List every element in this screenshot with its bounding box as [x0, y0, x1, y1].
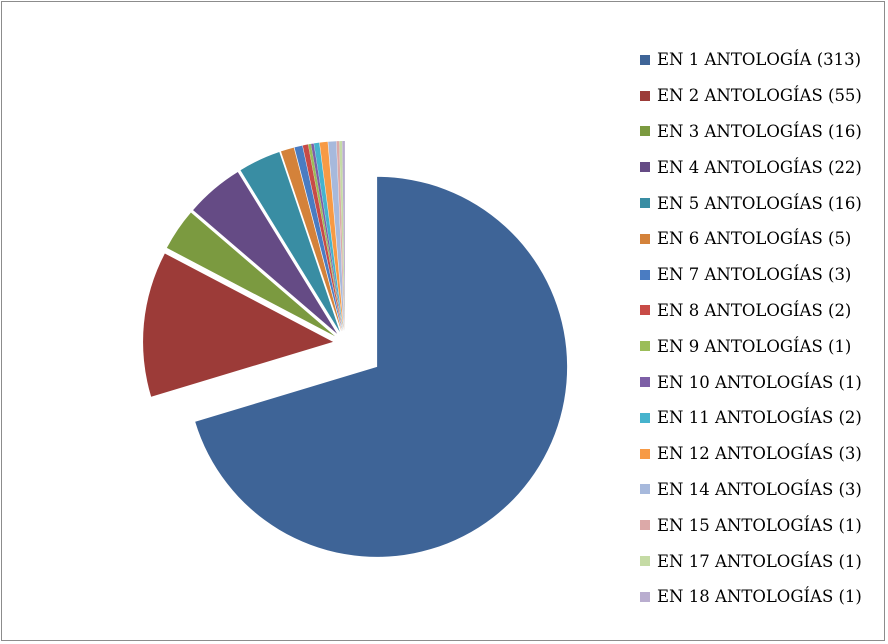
pie-slice-14 — [336, 141, 345, 332]
legend-swatch — [640, 377, 650, 388]
legend-label: EN 6 ANTOLOGÍAS (5) — [657, 229, 852, 249]
legend-swatch — [640, 198, 650, 209]
pie-chart — [143, 141, 568, 557]
legend-swatch — [640, 591, 650, 602]
legend-item: EN 3 ANTOLOGÍAS (16) — [640, 114, 880, 150]
legend-swatch — [640, 233, 650, 244]
legend-item: EN 15 ANTOLOGÍAS (1) — [640, 507, 880, 543]
legend-label: EN 3 ANTOLOGÍAS (16) — [657, 121, 862, 141]
legend-item: EN 18 ANTOLOGÍAS (1) — [640, 579, 880, 615]
legend-item: EN 10 ANTOLOGÍAS (1) — [640, 364, 880, 400]
pie-slice-10 — [311, 143, 344, 332]
legend-swatch — [640, 484, 650, 495]
legend-label: EN 5 ANTOLOGÍAS (16) — [657, 193, 862, 213]
legend-label: EN 2 ANTOLOGÍAS (55) — [657, 86, 862, 106]
legend-swatch — [640, 162, 650, 173]
legend-label: EN 10 ANTOLOGÍAS (1) — [657, 372, 862, 392]
legend-item: EN 9 ANTOLOGÍAS (1) — [640, 328, 880, 364]
pie-slice-2 — [143, 253, 334, 397]
pie-slice-13 — [328, 141, 345, 332]
legend-item: EN 17 ANTOLOGÍAS (1) — [640, 543, 880, 579]
pie-slice-1 — [195, 176, 568, 557]
legend-item: EN 7 ANTOLOGÍAS (3) — [640, 257, 880, 293]
legend-item: EN 5 ANTOLOGÍAS (16) — [640, 185, 880, 221]
legend-item: EN 4 ANTOLOGÍAS (22) — [640, 149, 880, 185]
legend-label: EN 4 ANTOLOGÍAS (22) — [657, 157, 862, 177]
pie-slice-11 — [313, 142, 344, 332]
legend-swatch — [640, 54, 650, 65]
pie-slice-3 — [166, 212, 336, 337]
legend-item: EN 6 ANTOLOGÍAS (5) — [640, 221, 880, 257]
legend-item: EN 14 ANTOLOGÍAS (3) — [640, 472, 880, 508]
legend-item: EN 8 ANTOLOGÍAS (2) — [640, 293, 880, 329]
pie-slice-4 — [193, 171, 338, 334]
legend-item: EN 2 ANTOLOGÍAS (55) — [640, 78, 880, 114]
legend-label: EN 18 ANTOLOGÍAS (1) — [657, 587, 862, 607]
legend-item: EN 1 ANTOLOGÍA (313) — [640, 42, 880, 78]
pie-slice-9 — [308, 143, 343, 332]
pie-slice-5 — [240, 152, 340, 333]
legend-swatch — [640, 520, 650, 531]
legend-label: EN 17 ANTOLOGÍAS (1) — [657, 551, 862, 571]
legend-item: EN 12 ANTOLOGÍAS (3) — [640, 436, 880, 472]
legend-swatch — [640, 448, 650, 459]
legend-label: EN 9 ANTOLOGÍAS (1) — [657, 336, 852, 356]
legend-label: EN 15 ANTOLOGÍAS (1) — [657, 515, 862, 535]
pie-slice-16 — [342, 141, 345, 332]
legend-label: EN 7 ANTOLOGÍAS (3) — [657, 265, 852, 285]
legend-label: EN 1 ANTOLOGÍA (313) — [657, 50, 862, 70]
legend-swatch — [640, 269, 650, 280]
pie-slice-12 — [319, 141, 344, 332]
legend-item: EN 11 ANTOLOGÍAS (2) — [640, 400, 880, 436]
legend-swatch — [640, 90, 650, 101]
legend-swatch — [640, 412, 650, 423]
legend-label: EN 12 ANTOLOGÍAS (3) — [657, 444, 862, 464]
legend-swatch — [640, 341, 650, 352]
legend-label: EN 14 ANTOLOGÍAS (3) — [657, 479, 862, 499]
legend-swatch — [640, 305, 650, 316]
pie-slice-8 — [302, 144, 343, 332]
legend-swatch — [640, 556, 650, 567]
chart-legend: EN 1 ANTOLOGÍA (313) EN 2 ANTOLOGÍAS (55)… — [640, 42, 880, 615]
legend-swatch — [640, 126, 650, 137]
legend-label: EN 11 ANTOLOGÍAS (2) — [657, 408, 862, 428]
pie-slice-6 — [280, 147, 342, 332]
pie-slice-7 — [294, 145, 343, 332]
pie-slice-15 — [339, 141, 345, 332]
legend-label: EN 8 ANTOLOGÍAS (2) — [657, 300, 852, 320]
